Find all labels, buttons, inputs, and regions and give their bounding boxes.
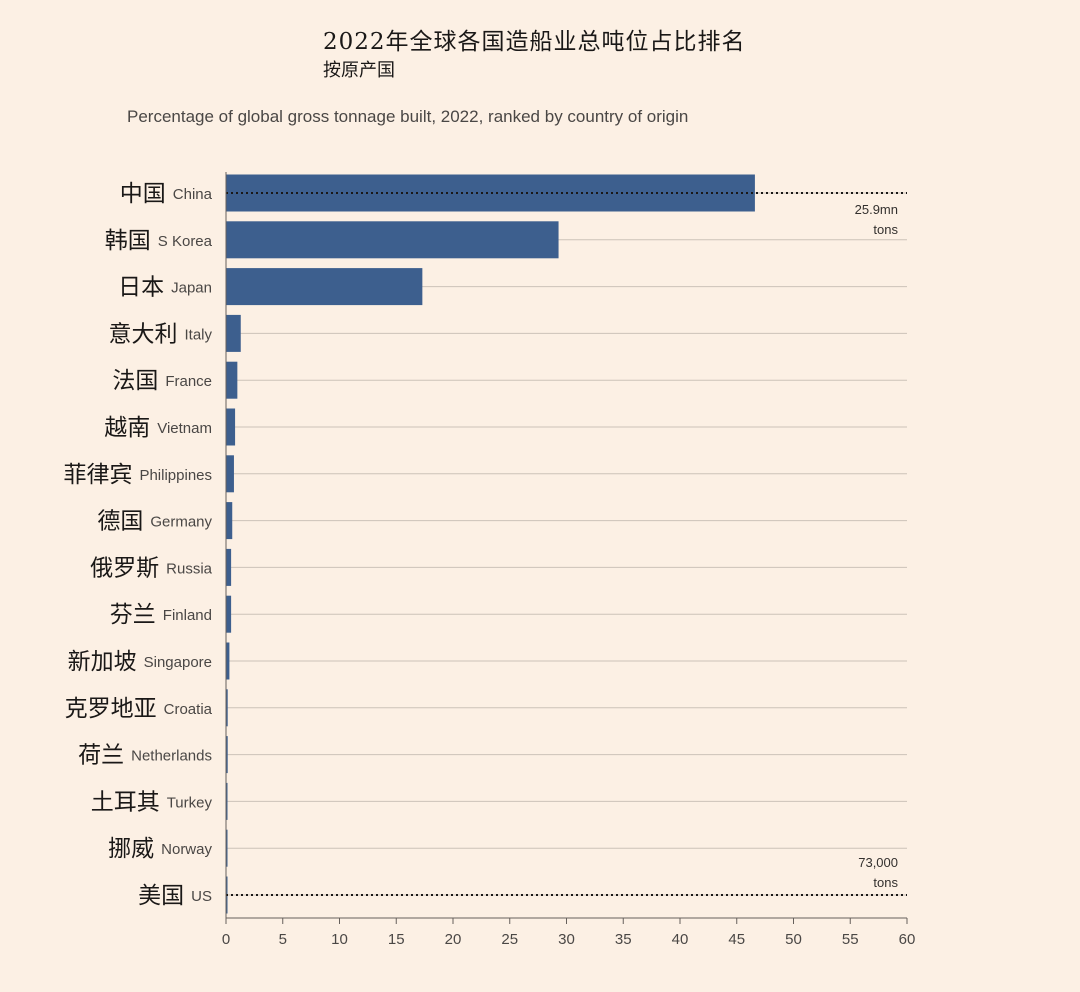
- category-label-cn: 意大利: [108, 321, 177, 347]
- bar[interactable]: [226, 221, 559, 259]
- annotation-value: 73,000: [858, 855, 898, 870]
- x-tick-label: 55: [842, 931, 859, 948]
- annotation-unit: tons: [873, 875, 898, 890]
- x-tick-label: 20: [445, 931, 462, 948]
- x-tick-label: 60: [899, 931, 916, 948]
- category-label-en: US: [191, 888, 212, 905]
- category-label-cn: 日本: [118, 275, 164, 301]
- category-label-en: Italy: [184, 326, 212, 343]
- category-label-cn: 克罗地亚: [65, 696, 157, 722]
- x-tick-label: 10: [331, 931, 348, 948]
- bar[interactable]: [226, 782, 228, 820]
- bar[interactable]: [226, 736, 228, 774]
- x-tick-label: 15: [388, 931, 405, 948]
- annotation-value: 25.9mn: [855, 202, 898, 217]
- category-label-en: Germany: [150, 514, 212, 531]
- chart-subtitle-en: Percentage of global gross tonnage built…: [127, 107, 689, 126]
- category-label-cn: 越南: [104, 415, 150, 441]
- category-label-en: S Korea: [158, 233, 213, 250]
- category-label-cn: 菲律宾: [63, 462, 132, 488]
- x-tick-label: 40: [672, 931, 689, 948]
- category-label-cn: 韩国: [105, 228, 151, 254]
- category-label-en: Japan: [171, 280, 212, 297]
- bar[interactable]: [226, 174, 755, 212]
- bar[interactable]: [226, 408, 236, 446]
- bar[interactable]: [226, 595, 232, 633]
- x-tick-label: 35: [615, 931, 632, 948]
- bar[interactable]: [226, 268, 423, 306]
- category-label-cn: 荷兰: [78, 743, 124, 769]
- bar[interactable]: [226, 502, 233, 540]
- category-label-cn: 土耳其: [91, 789, 160, 815]
- category-label-cn: 法国: [112, 368, 158, 394]
- annotation-unit: tons: [873, 222, 898, 237]
- x-tick-label: 0: [222, 931, 230, 948]
- category-label-cn: 中国: [120, 181, 166, 207]
- category-label-en: Vietnam: [157, 420, 212, 437]
- category-label-en: Turkey: [167, 794, 213, 811]
- category-label-en: Netherlands: [131, 748, 212, 765]
- x-tick-label: 25: [501, 931, 518, 948]
- category-label-cn: 美国: [138, 883, 184, 909]
- bar[interactable]: [226, 361, 238, 399]
- bar[interactable]: [226, 314, 241, 352]
- bar[interactable]: [226, 829, 228, 867]
- bar[interactable]: [226, 548, 232, 586]
- category-label-en: Finland: [163, 607, 212, 624]
- category-label-en: China: [173, 186, 213, 203]
- category-label-cn: 德国: [97, 509, 143, 535]
- x-tick-label: 5: [279, 931, 287, 948]
- category-label-cn: 俄罗斯: [90, 555, 159, 581]
- chart-subtitle-cn: 按原产国: [323, 60, 395, 81]
- x-tick-label: 30: [558, 931, 575, 948]
- x-tick-label: 50: [785, 931, 802, 948]
- category-label-cn: 芬兰: [110, 602, 156, 628]
- bar[interactable]: [226, 689, 228, 727]
- category-label-cn: 新加坡: [68, 649, 137, 675]
- category-label-en: Singapore: [144, 654, 212, 671]
- category-label-en: Russia: [166, 560, 213, 577]
- category-label-en: Philippines: [139, 467, 212, 484]
- category-label-cn: 挪威: [108, 836, 154, 862]
- bar[interactable]: [226, 455, 234, 493]
- category-label-en: Norway: [161, 841, 212, 858]
- x-tick-label: 45: [728, 931, 745, 948]
- category-label-en: Croatia: [164, 701, 213, 718]
- chart-title: 2022年全球各国造船业总吨位占比排名: [323, 29, 746, 55]
- bar[interactable]: [226, 642, 230, 680]
- category-label-en: France: [165, 373, 212, 390]
